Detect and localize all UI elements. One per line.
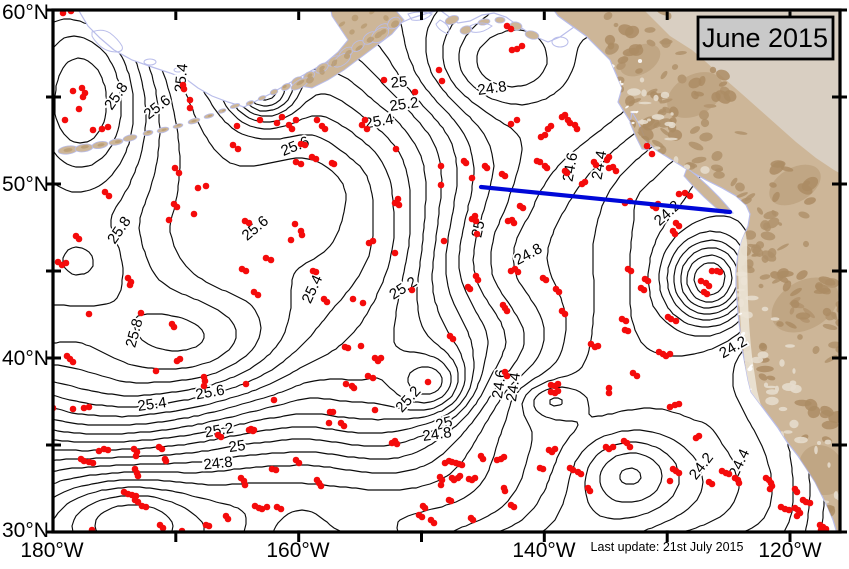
svg-text:180°W: 180°W	[20, 539, 83, 562]
svg-text:24.8: 24.8	[203, 454, 234, 474]
svg-text:60°N: 60°N	[2, 1, 49, 24]
svg-text:24.8: 24.8	[476, 78, 507, 99]
svg-text:40°N: 40°N	[2, 347, 49, 370]
svg-text:160°W: 160°W	[266, 539, 329, 562]
svg-text:25: 25	[390, 73, 408, 91]
svg-text:25: 25	[468, 219, 488, 239]
svg-text:25.4: 25.4	[172, 63, 192, 94]
svg-text:140°W: 140°W	[512, 539, 575, 562]
svg-text:Last update: 21st July 2015: Last update: 21st July 2015	[591, 540, 744, 554]
svg-text:30°N: 30°N	[2, 519, 49, 542]
svg-text:June 2015: June 2015	[702, 23, 828, 53]
svg-text:25: 25	[228, 437, 247, 456]
svg-text:120°W: 120°W	[758, 539, 821, 562]
svg-text:50°N: 50°N	[2, 173, 49, 196]
